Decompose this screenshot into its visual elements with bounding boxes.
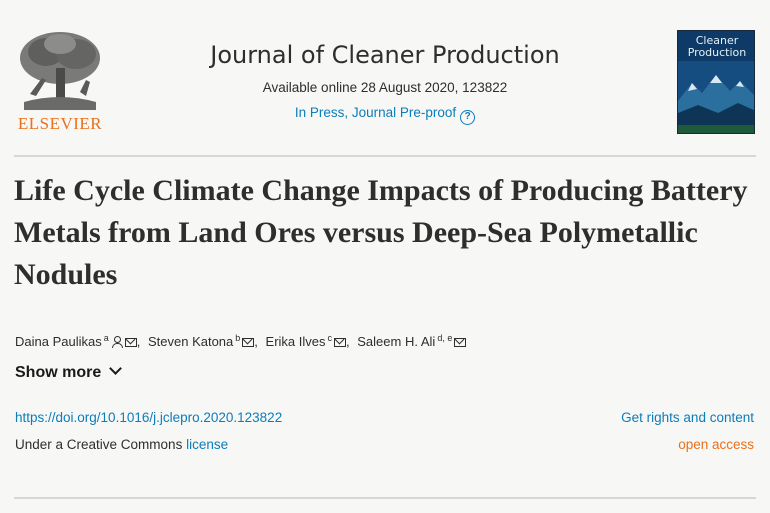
help-icon[interactable]: ?	[460, 110, 476, 125]
journal-cover-image[interactable]: Cleaner Production	[677, 30, 755, 134]
elsevier-tree-logo-icon	[16, 30, 104, 110]
journal-title-link[interactable]: Journal of Cleaner Production	[210, 41, 560, 69]
person-icon[interactable]	[111, 336, 123, 348]
article-title: Life Cycle Climate Change Impacts of Pro…	[14, 174, 748, 291]
elsevier-wordmark: ELSEVIER	[17, 114, 103, 133]
cover-title: Cleaner Production	[687, 34, 747, 59]
journal-masthead: Journal of Cleaner Production Available …	[150, 40, 620, 125]
status-label[interactable]: In Press, Journal Pre-proof	[294, 105, 457, 120]
elsevier-logo[interactable]: ELSEVIER	[12, 30, 108, 134]
get-rights-link[interactable]: Get rights and content	[621, 410, 754, 425]
license-link[interactable]: license	[186, 437, 229, 452]
author-link[interactable]: Daina Paulikas a	[15, 333, 137, 349]
availability-info: Available online 28 August 2020, 123822	[262, 80, 508, 95]
author-link[interactable]: Steven Katona b	[148, 333, 255, 349]
cover-mountain-icon	[678, 61, 754, 133]
journal-header: ELSEVIER Journal of Cleaner Production A…	[0, 0, 770, 156]
envelope-icon[interactable]	[124, 338, 137, 347]
envelope-icon[interactable]	[242, 338, 255, 347]
envelope-icon[interactable]	[454, 338, 467, 347]
doi-link[interactable]: https://doi.org/10.1016/j.jclepro.2020.1…	[15, 410, 283, 425]
header-divider	[14, 155, 756, 157]
article-status[interactable]: In Press, Journal Pre-proof?	[150, 104, 620, 125]
author-link[interactable]: Erika Ilves c	[266, 333, 347, 349]
envelope-icon[interactable]	[334, 338, 347, 347]
chevron-down-icon	[109, 362, 123, 375]
license-statement: Under a Creative Commons license	[15, 437, 229, 452]
author-link[interactable]: Saleem H. Ali d, e	[357, 333, 467, 349]
show-more-button[interactable]: Show more	[15, 362, 123, 382]
footer-divider	[14, 497, 756, 499]
open-access-badge: open access	[678, 437, 754, 452]
author-list: Daina Paulikas a, Steven Katona b, Erika I…	[15, 329, 755, 351]
